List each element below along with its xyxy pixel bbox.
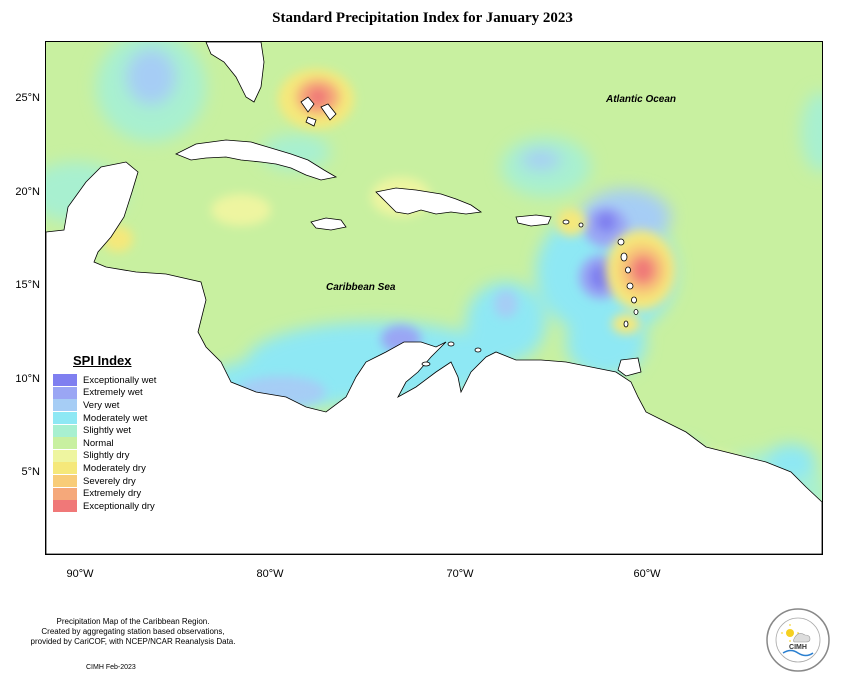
lat-label-5: 5°N <box>21 466 40 478</box>
lon-label-80: 80°W <box>256 568 284 580</box>
lat-label-20: 20°N <box>15 186 40 198</box>
legend-swatch <box>53 462 77 475</box>
lon-label-60: 60°W <box>633 568 661 580</box>
legend-swatch <box>53 374 77 387</box>
legend-label: Slightly wet <box>83 425 132 437</box>
legend-item: Exceptionally wet <box>53 374 173 387</box>
cimh-logo-icon: CIMH <box>766 608 830 672</box>
legend-label: Moderately wet <box>83 412 148 424</box>
legend-label: Severely dry <box>83 475 136 487</box>
legend-label: Exceptionally dry <box>83 500 155 512</box>
legend-swatch <box>53 437 77 450</box>
legend-label: Normal <box>83 437 114 449</box>
lat-label-10: 10°N <box>15 373 40 385</box>
legend-item: Extremely wet <box>53 386 173 400</box>
atlantic-ocean-label: Atlantic Ocean <box>606 94 677 105</box>
footer-note: Precipitation Map of the Caribbean Regio… <box>18 617 248 647</box>
footer-note-line: provided by CariCOF, with NCEP/NCAR Rean… <box>30 637 236 646</box>
footer-credit: CIMH Feb-2023 <box>86 664 136 671</box>
legend-item: Very wet <box>53 399 173 412</box>
legend-item: Moderately wet <box>53 412 173 425</box>
legend-swatch <box>53 386 77 399</box>
legend-item: Slightly wet <box>53 424 173 437</box>
logo-text: CIMH <box>789 644 807 651</box>
land-masses <box>46 42 822 554</box>
footer-note-line: Created by aggregating station based obs… <box>41 627 225 636</box>
legend-label: Slightly dry <box>83 450 130 462</box>
lesser-antilles <box>421 219 639 367</box>
legend-swatch <box>53 449 77 462</box>
legend-swatch <box>53 399 77 412</box>
legend-label: Extremely wet <box>83 387 143 399</box>
legend-item: Moderately dry <box>53 462 173 475</box>
map-canvas <box>46 42 822 554</box>
spi-map[interactable]: Atlantic Ocean Caribbean Sea <box>45 41 823 555</box>
legend-item: Slightly dry <box>53 449 173 463</box>
lon-label-90: 90°W <box>66 568 94 580</box>
legend-swatch <box>53 412 77 425</box>
legend-item: Exceptionally dry <box>53 500 173 513</box>
legend-item: Normal <box>53 437 173 450</box>
legend-label: Very wet <box>83 399 120 411</box>
legend-item: Extremely dry <box>53 487 173 500</box>
legend-label: Exceptionally wet <box>83 374 157 386</box>
footer-note-line: Precipitation Map of the Caribbean Regio… <box>56 617 210 626</box>
legend-swatch <box>53 424 77 437</box>
legend-swatch <box>53 487 77 500</box>
legend-item: Severely dry <box>53 475 173 488</box>
legend-title: SPI Index <box>73 353 132 368</box>
caribbean-sea-label: Caribbean Sea <box>326 282 396 293</box>
map-title: Standard Precipitation Index for January… <box>272 10 573 26</box>
lat-label-25: 25°N <box>15 92 40 104</box>
spi-legend: SPI Index Exceptionally wet Extremely wet… <box>53 353 173 513</box>
legend-label: Extremely dry <box>83 488 142 500</box>
legend-label: Moderately dry <box>83 462 146 474</box>
legend-swatch <box>53 500 77 513</box>
lat-label-15: 15°N <box>15 279 40 291</box>
legend-swatch <box>53 475 77 488</box>
lon-label-70: 70°W <box>446 568 474 580</box>
